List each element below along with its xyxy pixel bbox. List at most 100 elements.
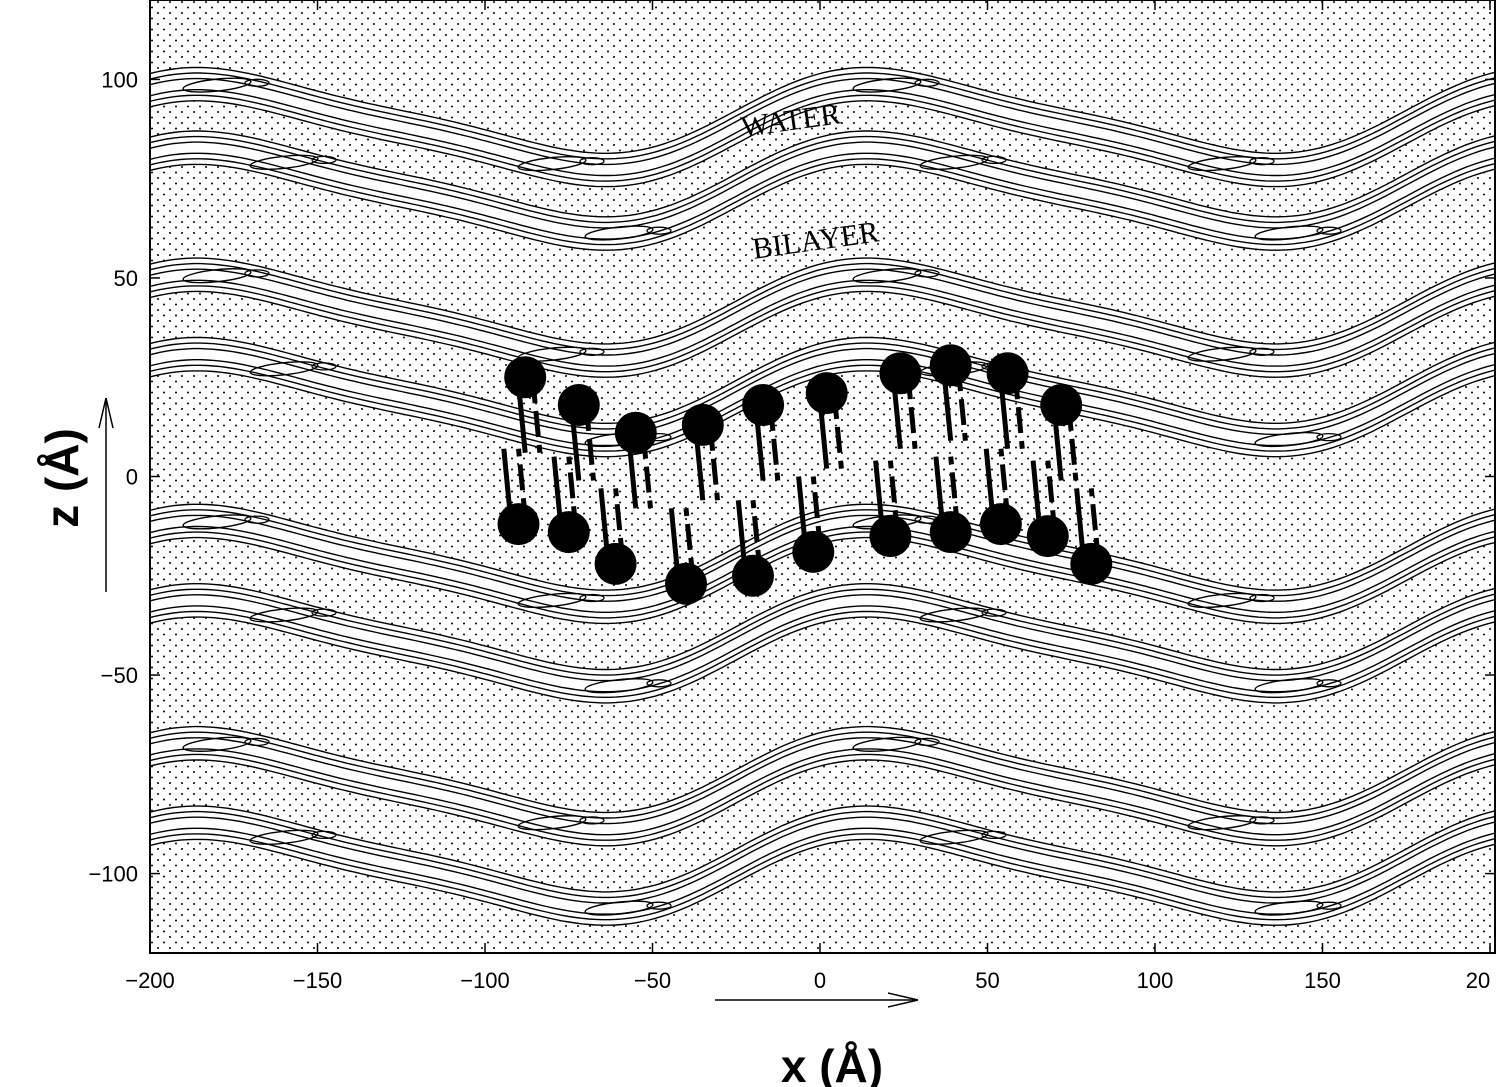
contour-line (150, 285, 1495, 373)
lipid-head (869, 515, 912, 558)
lipid (929, 344, 972, 442)
contour-line (150, 135, 1495, 224)
contour-loop (579, 157, 605, 166)
contour-loop (981, 155, 1007, 165)
contour-line (150, 810, 1495, 899)
water-band-fill (150, 131, 1495, 251)
lipid (547, 456, 590, 554)
contour-loop (579, 593, 605, 603)
lipid-head (929, 344, 972, 387)
contour-loop (584, 678, 654, 694)
x-tick-label: 150 (1304, 968, 1341, 993)
contour-loop (646, 679, 672, 688)
contour-loop (244, 737, 270, 747)
lipid-head (1040, 384, 1083, 426)
contour-line (150, 152, 1495, 240)
contour-loop (1316, 901, 1342, 910)
contour-line (150, 158, 1495, 246)
contour-loop (852, 77, 922, 93)
contour-loop (311, 830, 337, 840)
contour-line (150, 503, 1495, 591)
lipid (1026, 460, 1069, 558)
contour-line (150, 748, 1495, 836)
water-band-fill (150, 806, 1495, 926)
lipid-head (547, 511, 590, 554)
contour-line (150, 731, 1495, 819)
water-layer (150, 583, 1495, 704)
lipid-head (792, 530, 835, 573)
contour-loop (914, 269, 940, 278)
x-axis-arrowhead (887, 992, 919, 1008)
lipid (792, 476, 835, 573)
lipid (1070, 488, 1113, 585)
contour-line (150, 725, 1495, 814)
contour-line (150, 279, 1495, 367)
lipid-head (681, 403, 724, 446)
x-tick-label: 0 (814, 968, 826, 993)
water-band-fill (150, 726, 1495, 846)
contour-loop (579, 347, 605, 356)
contour-loop (1249, 157, 1275, 166)
contour-line (150, 342, 1495, 430)
lipid-head (805, 372, 848, 415)
contour-line (150, 100, 1495, 188)
water-layer (150, 257, 1495, 378)
x-tick-label: −50 (634, 968, 671, 993)
contour-loop (244, 269, 270, 278)
contour-loop (244, 78, 270, 87)
contour-loop (249, 361, 319, 377)
contour-loop (1254, 431, 1324, 448)
contour-loop (646, 226, 672, 235)
contour-loop (1187, 815, 1257, 831)
contour-line (150, 509, 1495, 597)
water-band-fill (150, 258, 1495, 378)
contour-loop (249, 607, 319, 623)
contour-loop (244, 515, 270, 524)
contour-line (150, 753, 1495, 841)
contour-line (150, 838, 1495, 926)
contour-loop (517, 815, 587, 831)
contour-loop (1316, 679, 1342, 688)
lipid (497, 448, 540, 546)
contour-line (150, 94, 1495, 182)
contour-loop (1316, 432, 1342, 442)
contour-loop (1249, 593, 1275, 603)
contour-line (150, 130, 1495, 218)
x-tick-label: 50 (975, 968, 999, 993)
x-tick-label: −100 (460, 968, 510, 993)
y-tick-label: 50 (114, 266, 138, 291)
y-tick-label: 0 (126, 465, 138, 490)
x-axis-title: x (Å) (781, 1040, 883, 1087)
contour-loop (517, 155, 587, 172)
lipid (594, 488, 637, 585)
lipid-head (497, 503, 540, 546)
contour-line (150, 605, 1495, 693)
lipid (742, 384, 785, 481)
contour-loop (517, 592, 587, 609)
lipid-head (879, 352, 922, 395)
water-layer (150, 725, 1495, 847)
lipid-head (557, 384, 600, 426)
contour-line (150, 364, 1495, 452)
lipid-head (986, 352, 1029, 395)
contour-line (150, 359, 1495, 447)
contour-line (150, 759, 1495, 847)
water-layer (150, 66, 1495, 188)
lipid-molecules (497, 344, 1113, 605)
contour-line (150, 66, 1495, 154)
contour-loop (1254, 225, 1324, 241)
contour-line (150, 290, 1495, 378)
contour-line (150, 833, 1495, 921)
contour-loop (919, 607, 989, 623)
lipid (732, 500, 774, 597)
water-band-fill (150, 504, 1495, 624)
contour-loop (249, 154, 319, 170)
lipid (869, 460, 912, 558)
contour-loop (249, 829, 319, 845)
water-band-fill (150, 583, 1495, 703)
contour-line (150, 89, 1495, 177)
lipid-head (742, 384, 785, 426)
contour-loop (182, 77, 252, 93)
lipid-head (665, 562, 707, 605)
